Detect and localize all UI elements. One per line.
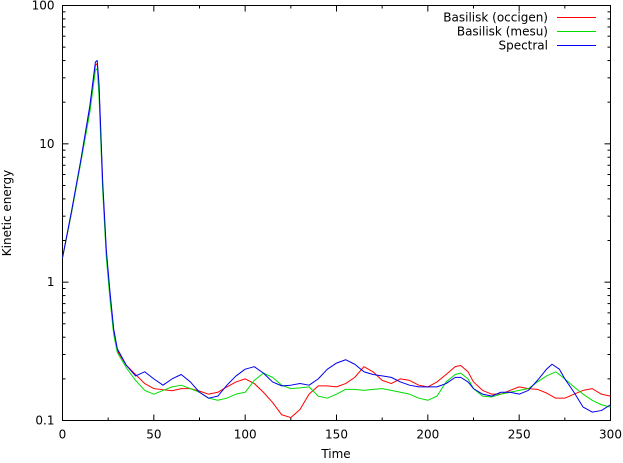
series-line-2 [62,68,611,408]
x-tick-label: 100 [234,428,257,442]
series-lines [62,60,611,419]
x-tick-label: 0 [59,428,67,442]
x-tick-label: 300 [599,428,622,442]
x-tick-label: 200 [416,428,439,442]
legend-label: Spectral [498,39,548,53]
x-tick-label: 50 [146,428,161,442]
plot-border [62,5,611,421]
axis-ticks [62,5,611,421]
legend-label: Basilisk (occigen) [443,11,548,25]
y-tick-label: 0.1 [35,414,54,428]
legend-label: Basilisk (mesu) [457,25,548,39]
x-tick-label: 150 [325,428,348,442]
series-line-3 [62,60,611,413]
x-axis-label: Time [320,447,350,461]
legend: Basilisk (occigen)Basilisk (mesu)Spectra… [443,11,596,53]
y-axis-label: Kinetic energy [0,170,14,256]
y-tick-label: 100 [32,0,55,13]
y-tick-label: 10 [39,137,54,151]
y-tick-label: 1 [47,275,55,289]
axis-tick-labels: 0 50 100 150 200 250 300 0.1 1 10 100 [32,0,622,442]
series-line-1 [62,63,611,419]
x-tick-label: 250 [508,428,531,442]
